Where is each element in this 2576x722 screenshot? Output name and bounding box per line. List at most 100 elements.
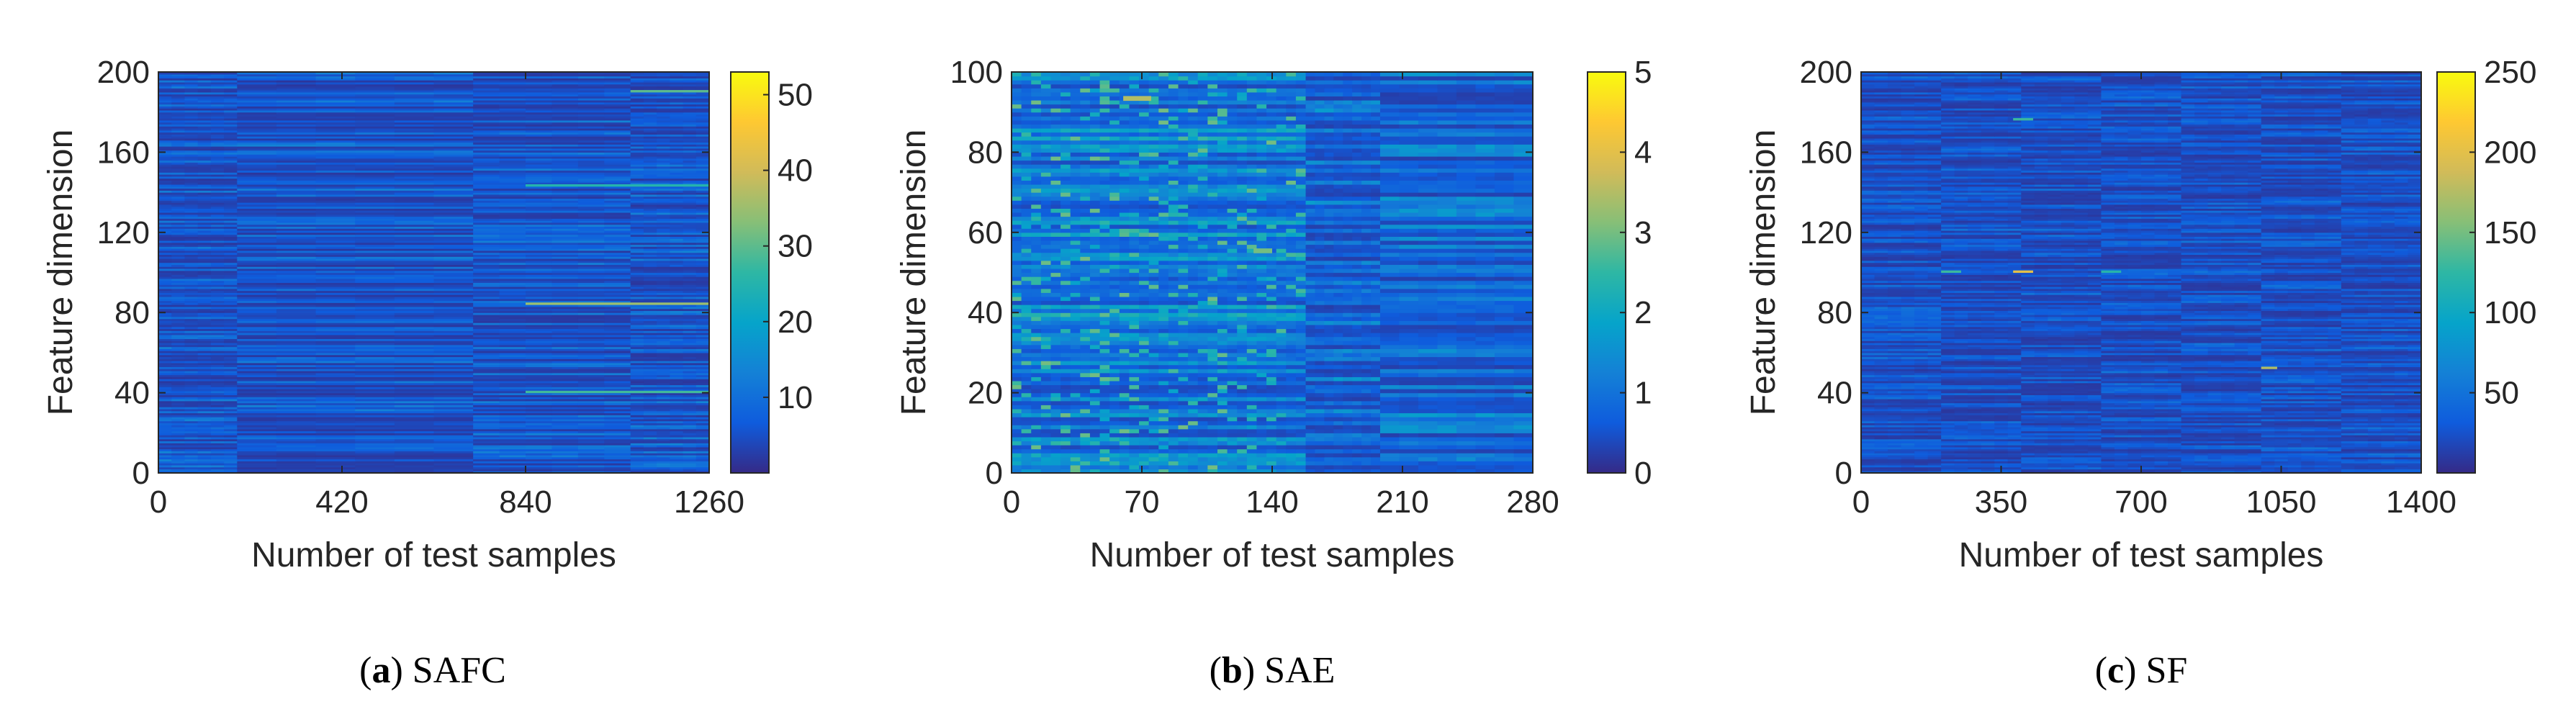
heatmap-cell [657, 430, 670, 433]
heatmap-cell [237, 256, 277, 259]
heatmap-cell [224, 274, 238, 277]
heatmap-cell [499, 238, 526, 241]
heatmap-cell [604, 362, 631, 366]
heatmap-cell [1418, 464, 1438, 470]
heatmap-cell [171, 445, 186, 448]
heatmap-cell [315, 146, 356, 149]
heatmap-cell [657, 130, 670, 133]
heatmap-cell [683, 469, 697, 471]
heatmap-cell [577, 361, 605, 364]
heatmap-cell [499, 456, 526, 460]
heatmap-cell [158, 198, 172, 201]
heatmap-cell [224, 284, 238, 287]
heatmap-cell [657, 188, 670, 191]
heatmap-cell [184, 451, 199, 453]
heatmap-cell [210, 366, 225, 369]
heatmap-cell [355, 278, 395, 281]
heatmap-cell [473, 405, 500, 407]
heatmap-cell [499, 389, 526, 392]
heatmap-cell [433, 351, 474, 353]
heatmap-cell [184, 445, 199, 448]
heatmap-cell [695, 137, 709, 141]
heatmap-cell [224, 441, 238, 443]
heatmap-cell [158, 471, 172, 473]
heatmap-cell [630, 226, 644, 229]
heatmap-cell [604, 410, 631, 414]
heatmap-cell [630, 72, 644, 75]
heatmap-cell [433, 318, 474, 321]
heatmap-cell [1295, 469, 1307, 473]
heatmap-cell [355, 348, 395, 351]
heatmap-cell [683, 160, 697, 163]
heatmap-cell [158, 463, 172, 466]
heatmap-cell [695, 168, 709, 171]
heatmap-cell [643, 170, 657, 173]
heatmap-cell [683, 320, 697, 323]
heatmap-cell [197, 405, 212, 407]
heatmap-cell [433, 182, 474, 185]
colorbar-tick-label: 20 [778, 304, 813, 340]
heatmap-cell [643, 144, 657, 147]
heatmap-cell [315, 394, 356, 397]
heatmap-cell [577, 116, 605, 119]
heatmap-cell [577, 254, 605, 257]
heatmap-cell [210, 240, 225, 243]
heatmap-cell [643, 394, 657, 397]
heatmap-cell [197, 130, 212, 133]
heatmap-cell [526, 382, 553, 386]
heatmap-cell [683, 236, 697, 239]
heatmap-cell [1315, 469, 1325, 473]
heatmap-cell [499, 446, 526, 450]
heatmap-cell [577, 356, 605, 359]
heatmap-cell [643, 220, 657, 223]
heatmap-cell [695, 236, 709, 239]
heatmap-cell [695, 425, 709, 428]
heatmap-cell [604, 333, 631, 335]
heatmap-cell [315, 162, 356, 165]
heatmap-cell [184, 182, 199, 185]
heatmap-cell [526, 76, 553, 78]
heatmap-cell [657, 78, 670, 81]
heatmap-cell [197, 114, 212, 117]
heatmap-cell [433, 430, 474, 433]
heatmap-cell [551, 240, 579, 243]
heatmap-cell [643, 194, 657, 197]
heatmap-cell [224, 226, 238, 229]
heatmap-cell [670, 376, 684, 379]
heatmap-cell [394, 326, 435, 330]
heatmap-cell [499, 379, 526, 382]
heatmap-cell [197, 158, 212, 161]
heatmap-cell [171, 144, 186, 147]
heatmap-cell [237, 336, 277, 340]
heatmap-cell [210, 464, 225, 468]
heatmap-cell [473, 214, 500, 217]
heatmap-cell [355, 306, 395, 310]
heatmap-cell [171, 443, 186, 446]
heatmap-cell [433, 168, 474, 171]
heatmap-cell [184, 168, 199, 171]
heatmap-cell [695, 461, 709, 464]
heatmap-cell [551, 389, 579, 392]
heatmap-cell [630, 80, 644, 83]
heatmap-cell [315, 226, 356, 229]
heatmap-cell [315, 320, 356, 323]
heatmap-cell [499, 186, 526, 189]
heatmap-cell [695, 298, 709, 302]
heatmap-cell [473, 438, 500, 442]
heatmap-cell [184, 354, 199, 358]
heatmap-cell [526, 186, 553, 189]
heatmap-cell [276, 202, 317, 205]
heatmap-cell [526, 278, 553, 281]
heatmap-cell [499, 210, 526, 213]
heatmap-cell [695, 278, 709, 281]
heatmap-cell [315, 280, 356, 284]
heatmap-cell [643, 408, 657, 412]
heatmap-cell [670, 306, 684, 310]
heatmap-cell [551, 382, 579, 386]
heatmap-cell [1361, 469, 1372, 473]
heatmap-cell [184, 471, 199, 473]
heatmap-cell [237, 228, 277, 231]
heatmap-cell [695, 300, 709, 303]
heatmap-cell [499, 400, 526, 404]
heatmap-cell [355, 456, 395, 460]
